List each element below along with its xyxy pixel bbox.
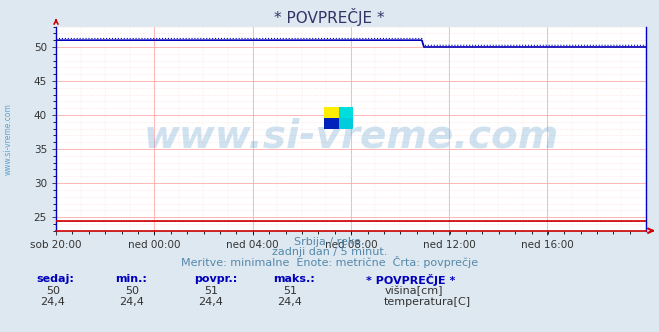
Text: * POVPREČJE *: * POVPREČJE * [366,274,455,286]
Bar [324,118,339,128]
Text: povpr.:: povpr.: [194,274,238,284]
Text: min.:: min.: [115,274,147,284]
Text: 24,4: 24,4 [277,297,302,307]
Text: 50: 50 [45,286,60,295]
Text: 51: 51 [283,286,297,295]
Text: 51: 51 [204,286,218,295]
Text: Meritve: minimalne  Enote: metrične  Črta: povprečje: Meritve: minimalne Enote: metrične Črta:… [181,256,478,268]
Bar [324,107,339,118]
Text: www.si-vreme.com: www.si-vreme.com [143,118,559,156]
Bar [339,118,353,128]
Text: 24,4: 24,4 [119,297,144,307]
Text: višina[cm]: višina[cm] [384,286,443,296]
Bar [339,107,353,118]
Text: temperatura[C]: temperatura[C] [384,297,471,307]
Text: maks.:: maks.: [273,274,315,284]
Text: 24,4: 24,4 [198,297,223,307]
Text: Srbija / reke.: Srbija / reke. [295,237,364,247]
Text: 24,4: 24,4 [40,297,65,307]
Text: * POVPREČJE *: * POVPREČJE * [274,8,385,26]
Text: zadnji dan / 5 minut.: zadnji dan / 5 minut. [272,247,387,257]
Text: sedaj:: sedaj: [36,274,74,284]
Text: 50: 50 [125,286,139,295]
Text: www.si-vreme.com: www.si-vreme.com [3,104,13,175]
